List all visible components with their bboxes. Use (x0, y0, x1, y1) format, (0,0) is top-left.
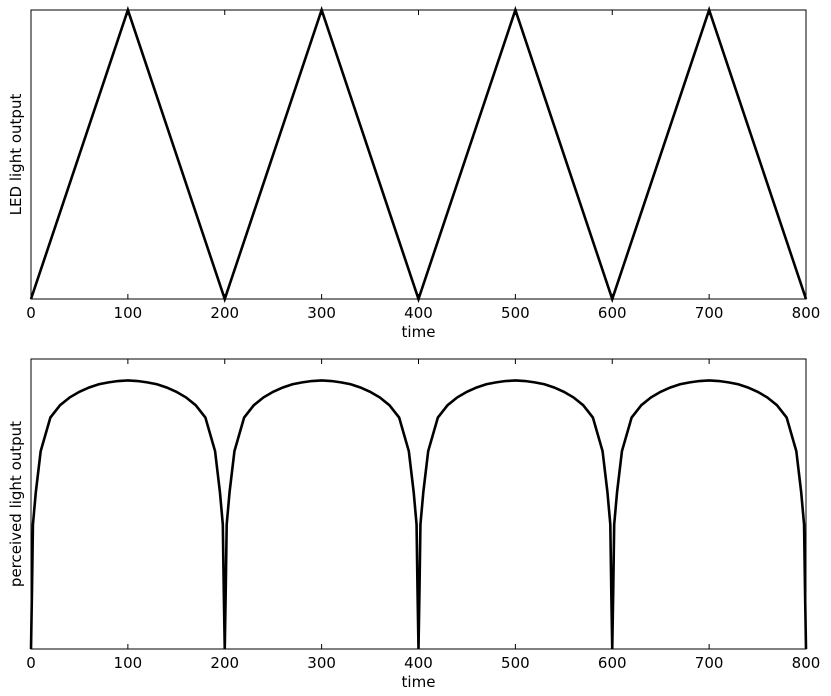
x-tick-label: 500 (501, 654, 530, 672)
x-tick-label: 300 (307, 304, 336, 322)
x-tick-label: 0 (26, 654, 36, 672)
x-tick-label: 0 (26, 304, 36, 322)
y-axis-label: LED light output (7, 94, 25, 216)
x-tick-label: 200 (210, 654, 239, 672)
x-tick-label: 400 (404, 654, 433, 672)
x-tick-label: 100 (114, 654, 143, 672)
x-tick-label: 800 (792, 654, 821, 672)
x-tick-label: 500 (501, 304, 530, 322)
x-tick-label: 700 (695, 304, 724, 322)
x-axis-label: time (402, 323, 436, 341)
x-tick-label: 700 (695, 654, 724, 672)
x-tick-label: 600 (598, 654, 627, 672)
x-tick-label: 200 (210, 304, 239, 322)
y-axis-label: perceived light output (7, 421, 25, 587)
top-panel: 0 100 200 300 400 500 600 700 800 time LED light o… (7, 5, 821, 341)
x-axis-label: time (402, 673, 436, 691)
x-tick-label: 600 (598, 304, 627, 322)
x-tick-label: 100 (114, 304, 143, 322)
x-tick-label: 300 (307, 654, 336, 672)
bottom-panel: 0 100 200 300 400 500 600 700 800 time perceived l… (7, 358, 821, 691)
x-tick-label: 400 (404, 304, 433, 322)
x-tick-label: 800 (792, 304, 821, 322)
